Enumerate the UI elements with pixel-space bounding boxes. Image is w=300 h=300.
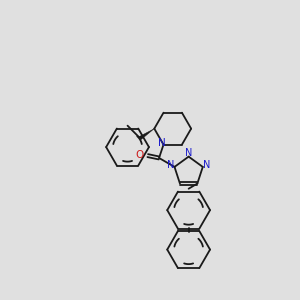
Polygon shape — [139, 129, 154, 140]
Text: N: N — [203, 160, 211, 170]
Text: N: N — [158, 138, 166, 148]
Text: N: N — [167, 160, 174, 170]
Text: N: N — [185, 148, 192, 158]
Text: O: O — [135, 150, 143, 160]
